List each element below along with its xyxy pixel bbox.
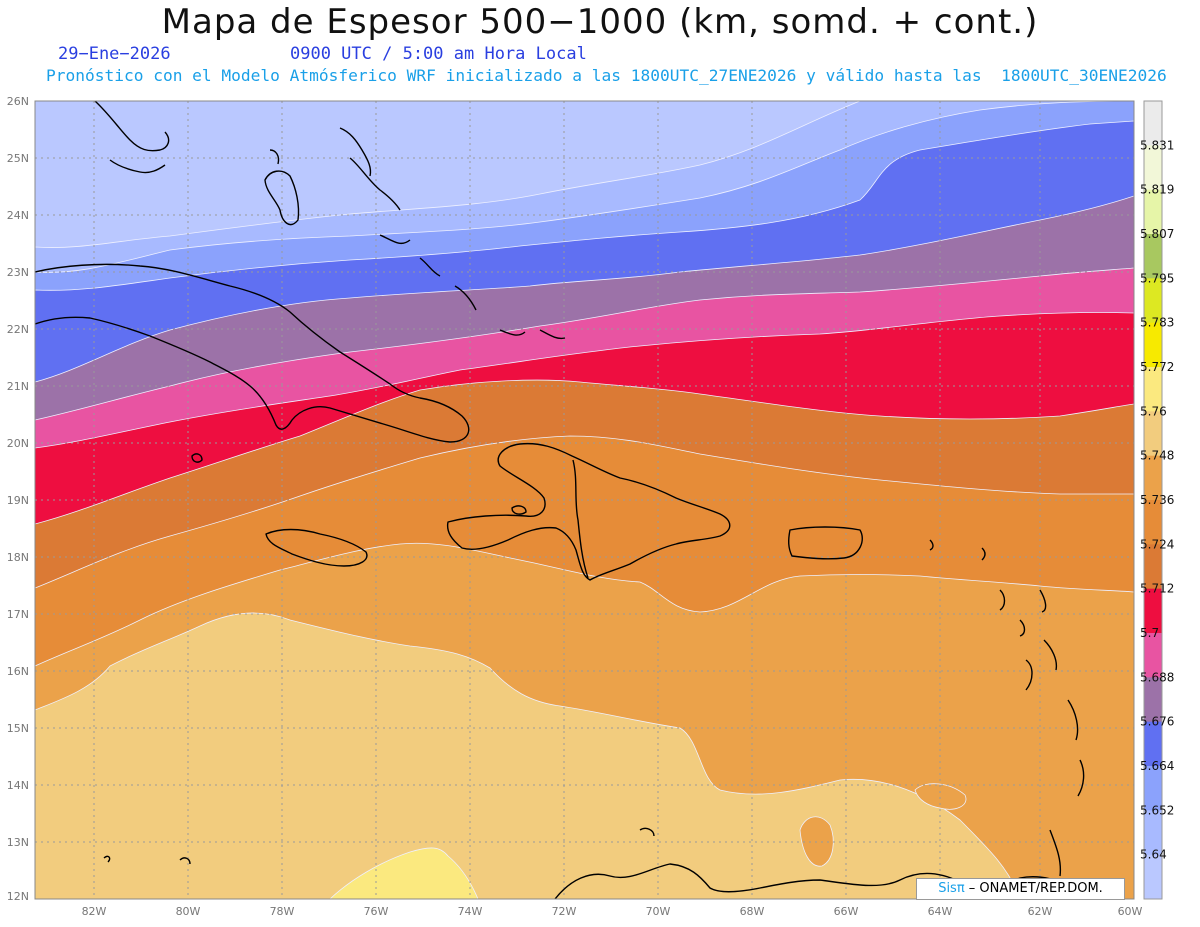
colorbar-swatch	[1144, 322, 1162, 368]
colorbar-label: 5.783	[1140, 316, 1174, 330]
lat-tick-label: 12N	[7, 890, 29, 903]
lon-axis: 82W 80W 78W 76W 74W 72W 70W 68W 66W 64W …	[82, 905, 1143, 918]
lon-tick-label: 74W	[458, 905, 483, 918]
lesser-antilles	[929, 539, 1085, 877]
colorbar-swatch	[1144, 234, 1162, 279]
lat-axis: 26N 25N 24N 23N 22N 21N 20N 19N 18N 17N …	[7, 95, 29, 903]
colorbar-swatch	[1144, 101, 1162, 146]
credit-box: Sisπ – ONAMET/REP.DOM.	[916, 878, 1125, 900]
date-label: 29−Ene−2026	[58, 44, 171, 64]
lat-tick-label: 25N	[7, 152, 29, 165]
sispi-logo-text: Sisπ	[938, 881, 965, 896]
colorbar-swatch	[1144, 411, 1162, 457]
colorbar-swatch	[1144, 588, 1162, 634]
colorbar-label: 5.712	[1140, 582, 1174, 596]
band-5772	[329, 847, 479, 899]
colorbar-label: 5.76	[1140, 404, 1167, 418]
bahamas-south	[379, 234, 566, 340]
cell-5736-paraguana	[914, 783, 967, 810]
lat-tick-label: 19N	[7, 494, 29, 507]
colorbar-label: 5.664	[1140, 759, 1174, 773]
colorbar-swatch	[1144, 633, 1162, 678]
colorbar: 5.831 5.819 5.807 5.795 5.783 5.772 5.76 5.748 5…	[1140, 100, 1174, 900]
colorbar-label: 5.736	[1140, 493, 1174, 507]
colorbar-swatch	[1144, 766, 1162, 811]
colorbar-swatch	[1144, 145, 1162, 191]
lat-tick-label: 14N	[7, 779, 29, 792]
band-5760	[35, 612, 1021, 899]
map-frame	[34, 100, 1135, 900]
lat-tick-label: 26N	[7, 95, 29, 108]
colorbar-label: 5.819	[1140, 183, 1174, 197]
hispaniola	[446, 442, 731, 581]
bahamas-abaco	[269, 127, 372, 177]
isla-juventud	[191, 453, 203, 463]
lat-tick-label: 17N	[7, 608, 29, 621]
cell-5736-curacao	[799, 816, 834, 867]
colorbar-swatch	[1144, 367, 1162, 412]
colorbar-label: 5.724	[1140, 537, 1174, 551]
colorbar-frame	[1143, 100, 1163, 900]
lat-tick-label: 15N	[7, 722, 29, 735]
lon-tick-label: 64W	[928, 905, 953, 918]
lon-tick-label: 60W	[1118, 905, 1143, 918]
colorbar-label: 5.64	[1140, 848, 1167, 862]
time-label: 0900 UTC / 5:00 am Hora Local	[290, 44, 587, 64]
forecast-label: Pronóstico con el Modelo Atmósferico WRF…	[46, 66, 1167, 85]
colorbar-label: 5.676	[1140, 715, 1174, 729]
colorbar-label: 5.688	[1140, 670, 1174, 684]
colorbar-swatch	[1144, 500, 1162, 545]
colorbar-label: 5.807	[1140, 227, 1174, 241]
colorbar-swatch	[1144, 677, 1162, 723]
map-plot-area	[35, 101, 1134, 899]
colorbar-swatch	[1144, 854, 1162, 900]
colorbar-swatch	[1144, 721, 1162, 767]
colorbar-label: 5.748	[1140, 449, 1174, 463]
bahamas-eleuthera	[349, 157, 401, 211]
lon-tick-label: 72W	[552, 905, 577, 918]
coastlines	[35, 101, 1101, 899]
colorbar-label: 5.795	[1140, 271, 1174, 285]
credit-text: – ONAMET/REP.DOM.	[964, 881, 1103, 896]
cuba	[35, 263, 470, 443]
lat-tick-label: 24N	[7, 209, 29, 222]
lat-tick-label: 22N	[7, 323, 29, 336]
lon-tick-label: 62W	[1028, 905, 1053, 918]
colorbar-swatch	[1144, 810, 1162, 856]
colorbar-swatch	[1144, 455, 1162, 501]
puerto-rico	[787, 526, 863, 560]
bahamas-andros	[264, 170, 300, 226]
lon-tick-label: 82W	[82, 905, 107, 918]
colorbar-label: 5.652	[1140, 803, 1174, 817]
lon-tick-label: 70W	[646, 905, 671, 918]
jamaica	[265, 528, 368, 567]
map-title: Mapa de Espesor 500−1000 (km, somd. + co…	[161, 2, 1039, 42]
lon-tick-label: 78W	[270, 905, 295, 918]
lat-tick-label: 13N	[7, 836, 29, 849]
florida-coast	[94, 101, 170, 174]
lon-tick-label: 76W	[364, 905, 389, 918]
hispaniola-border	[572, 459, 589, 579]
map-grid	[35, 101, 1134, 899]
colorbar-swatch	[1144, 189, 1162, 235]
colorbar-label: 5.831	[1140, 138, 1174, 152]
colorbar-swatch	[1144, 544, 1162, 590]
colorbar-swatch	[1144, 278, 1162, 324]
lat-tick-label: 21N	[7, 380, 29, 393]
gonave	[511, 505, 527, 515]
lat-tick-label: 16N	[7, 665, 29, 678]
lat-tick-label: 23N	[7, 266, 29, 279]
lon-tick-label: 68W	[740, 905, 765, 918]
lon-tick-label: 66W	[834, 905, 859, 918]
lat-tick-label: 18N	[7, 551, 29, 564]
lat-tick-label: 20N	[7, 437, 29, 450]
colorbar-label: 5.772	[1140, 360, 1174, 374]
colorbar-label: 5.7	[1140, 626, 1159, 640]
lon-tick-label: 80W	[176, 905, 201, 918]
islands-south	[103, 827, 655, 865]
